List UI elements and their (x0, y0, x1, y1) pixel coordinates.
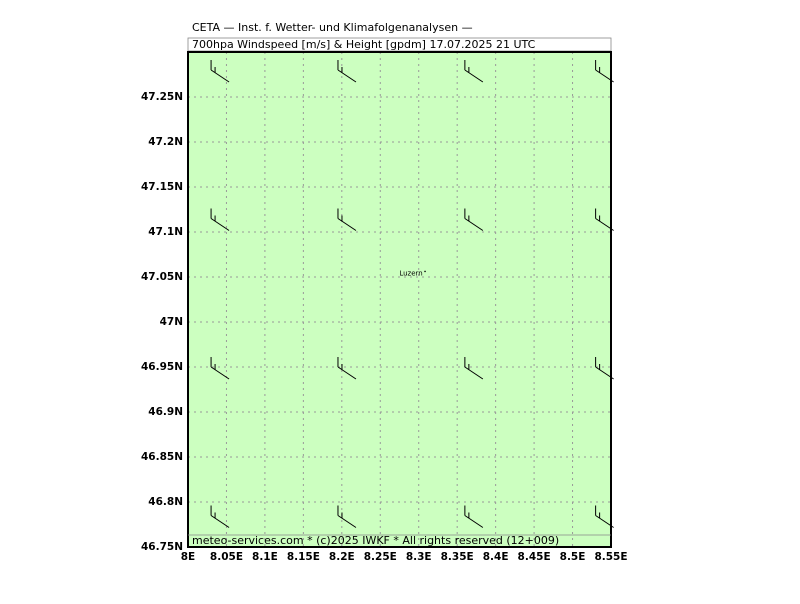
wind-barb (337, 208, 357, 231)
y-tick-label: 47.15N (141, 181, 183, 193)
title: CETA — Inst. f. Wetter- und Klimafolgena… (192, 21, 473, 34)
y-tick-label: 47.05N (141, 271, 183, 283)
wind-barb (337, 505, 357, 528)
wind-barb (337, 357, 357, 380)
footer: meteo-services.com * (c)2025 IWKF * All … (192, 534, 559, 547)
y-tick-label: 46.85N (141, 451, 183, 463)
x-tick-label: 8.15E (287, 551, 320, 563)
wind-barb (337, 60, 357, 83)
plot-frame (187, 51, 612, 548)
x-tick-label: 8.2E (329, 551, 355, 563)
wind-barb (210, 208, 230, 231)
barb-shape (464, 208, 484, 231)
place-dot (424, 270, 426, 273)
wind-barb (464, 208, 484, 231)
barb-shape (337, 505, 357, 528)
subtitle: 700hpa Windspeed [m/s] & Height [gpdm] 1… (192, 38, 536, 51)
place: Luzern (399, 269, 426, 277)
x-tick-label: 8.35E (441, 551, 474, 563)
barb-shape (210, 208, 230, 231)
barb-shape (210, 60, 230, 83)
y-tick-label: 47.25N (141, 91, 183, 103)
y-tick-label: 46.9N (148, 406, 183, 418)
barb-shape (337, 357, 357, 380)
barb-shape (337, 208, 357, 231)
y-tick-label: 46.75N (141, 541, 183, 553)
place-label: Luzern (399, 269, 422, 277)
wind-barb (210, 60, 230, 83)
x-tick-label: 8.4E (483, 551, 509, 563)
wind-barb (210, 505, 230, 528)
y-tick-label: 47.1N (148, 226, 183, 238)
y-tick-label: 46.8N (148, 496, 183, 508)
wind-barb (210, 357, 230, 380)
plot-area (188, 52, 611, 547)
x-tick-label: 8.45E (518, 551, 551, 563)
x-tick-label: 8.25E (364, 551, 397, 563)
barb-shape (464, 60, 484, 83)
barb-shape (210, 505, 230, 528)
y-tick-label: 47N (160, 316, 183, 328)
x-tick-label: 8.3E (406, 551, 432, 563)
y-tick-label: 47.2N (148, 136, 183, 148)
x-tick-label: 8.5E (560, 551, 586, 563)
y-tick-label: 46.95N (141, 361, 183, 373)
wind-barb (464, 505, 484, 528)
barb-shape (337, 60, 357, 83)
barb-shape (464, 357, 484, 380)
wind-barb (464, 357, 484, 380)
x-tick-label: 8.05E (210, 551, 243, 563)
barb-shape (464, 505, 484, 528)
x-tick-label: 8.55E (594, 551, 627, 563)
wind-barb (464, 60, 484, 83)
barb-shape (210, 357, 230, 380)
x-tick-label: 8E (181, 551, 195, 563)
x-tick-label: 8.1E (252, 551, 278, 563)
